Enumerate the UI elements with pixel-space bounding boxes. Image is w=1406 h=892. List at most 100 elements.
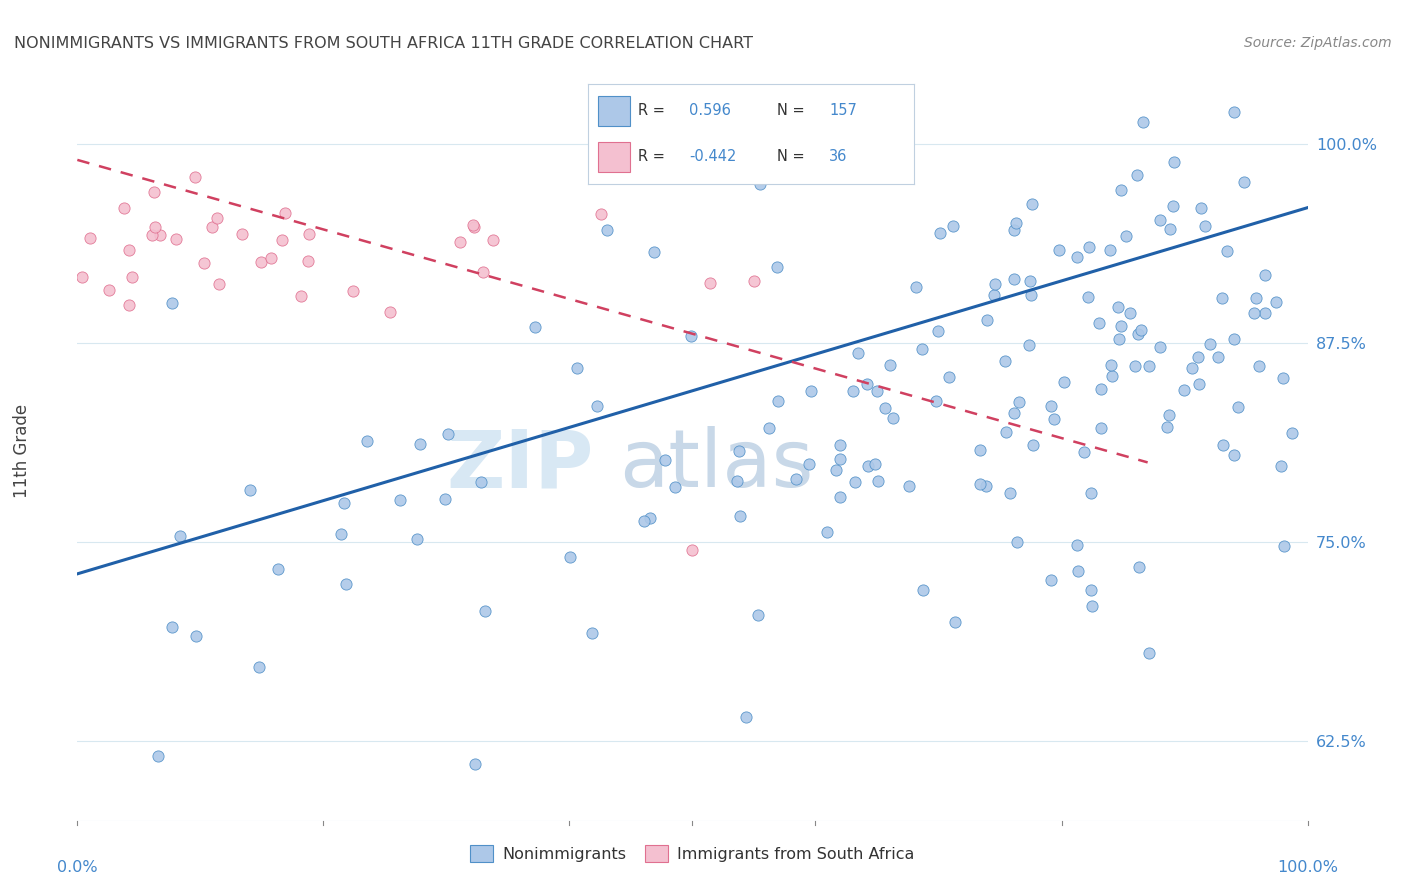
Point bbox=[1208, 351, 1230, 365]
Point bbox=[699, 277, 721, 291]
Point bbox=[231, 227, 253, 242]
Point bbox=[1109, 319, 1132, 334]
Point bbox=[1081, 599, 1104, 613]
Point bbox=[943, 615, 966, 629]
Point bbox=[1137, 359, 1160, 373]
Point bbox=[1281, 425, 1303, 440]
Point bbox=[193, 256, 215, 270]
Point bbox=[828, 438, 851, 452]
Point bbox=[1040, 399, 1063, 413]
Point bbox=[664, 480, 686, 494]
Point bbox=[1216, 244, 1239, 258]
Point bbox=[356, 434, 378, 448]
Point bbox=[1090, 421, 1112, 435]
Point bbox=[879, 358, 901, 372]
Point bbox=[1077, 240, 1099, 254]
Point bbox=[725, 474, 748, 488]
Point bbox=[1022, 437, 1045, 451]
Point bbox=[329, 527, 352, 541]
Point bbox=[1040, 574, 1063, 588]
Point bbox=[1088, 316, 1111, 330]
Point bbox=[409, 436, 432, 450]
Point bbox=[596, 223, 619, 237]
Point bbox=[927, 325, 949, 339]
Point bbox=[1128, 326, 1150, 341]
Point bbox=[1008, 394, 1031, 409]
Point bbox=[728, 443, 751, 458]
Point bbox=[201, 220, 224, 235]
Point bbox=[1129, 323, 1152, 337]
Point bbox=[1066, 250, 1088, 264]
Point bbox=[1019, 288, 1042, 302]
Point bbox=[1111, 183, 1133, 197]
Point bbox=[815, 524, 838, 539]
Point bbox=[1181, 360, 1204, 375]
Point bbox=[1018, 274, 1040, 288]
Point bbox=[1270, 458, 1292, 473]
Point bbox=[141, 228, 163, 243]
Point bbox=[1223, 105, 1246, 120]
Point bbox=[1004, 216, 1026, 230]
Point bbox=[461, 218, 484, 232]
Point bbox=[297, 254, 319, 268]
Point bbox=[1189, 202, 1212, 216]
Point bbox=[260, 251, 283, 265]
Point bbox=[585, 399, 607, 413]
Point bbox=[969, 476, 991, 491]
Point bbox=[1090, 382, 1112, 396]
Point bbox=[800, 384, 823, 398]
Point bbox=[995, 425, 1018, 440]
Point bbox=[1156, 420, 1178, 434]
Point bbox=[1243, 306, 1265, 320]
Point bbox=[1047, 244, 1070, 258]
Point bbox=[1149, 340, 1171, 354]
Point bbox=[1077, 290, 1099, 304]
Point bbox=[735, 710, 758, 724]
Point bbox=[742, 274, 765, 288]
Point bbox=[1254, 268, 1277, 283]
Point bbox=[643, 244, 665, 259]
Point bbox=[117, 244, 139, 258]
Point bbox=[250, 255, 273, 269]
Point bbox=[1264, 295, 1286, 310]
Point bbox=[1161, 199, 1184, 213]
Point bbox=[1157, 408, 1180, 422]
Point bbox=[378, 305, 401, 319]
Point bbox=[1247, 359, 1270, 373]
Point bbox=[1137, 647, 1160, 661]
Point bbox=[1244, 291, 1267, 305]
Point bbox=[828, 451, 851, 466]
Point bbox=[846, 346, 869, 360]
Point bbox=[682, 543, 704, 558]
Point bbox=[1128, 559, 1150, 574]
Text: atlas: atlas bbox=[619, 426, 813, 504]
Point bbox=[472, 265, 495, 279]
Point bbox=[1132, 115, 1154, 129]
Point bbox=[1098, 244, 1121, 258]
Point bbox=[274, 206, 297, 220]
Point bbox=[797, 458, 820, 472]
Point bbox=[938, 370, 960, 384]
Point bbox=[1005, 535, 1028, 549]
Point bbox=[464, 757, 486, 772]
Point bbox=[558, 550, 581, 565]
Point bbox=[1108, 332, 1130, 346]
Point bbox=[882, 410, 904, 425]
Point bbox=[160, 296, 183, 310]
Point bbox=[474, 604, 496, 618]
Point bbox=[1002, 272, 1025, 286]
Point bbox=[79, 231, 101, 245]
Point bbox=[1125, 168, 1147, 182]
Point bbox=[165, 232, 187, 246]
Point bbox=[1149, 212, 1171, 227]
Point bbox=[868, 474, 890, 488]
Point bbox=[1163, 155, 1185, 169]
Point bbox=[1101, 369, 1123, 384]
Point bbox=[785, 472, 807, 486]
Point bbox=[1254, 305, 1277, 319]
Point bbox=[824, 463, 846, 477]
Point bbox=[1159, 221, 1181, 235]
Point bbox=[1226, 400, 1249, 414]
Text: 0.0%: 0.0% bbox=[58, 861, 97, 875]
Point bbox=[470, 475, 492, 490]
